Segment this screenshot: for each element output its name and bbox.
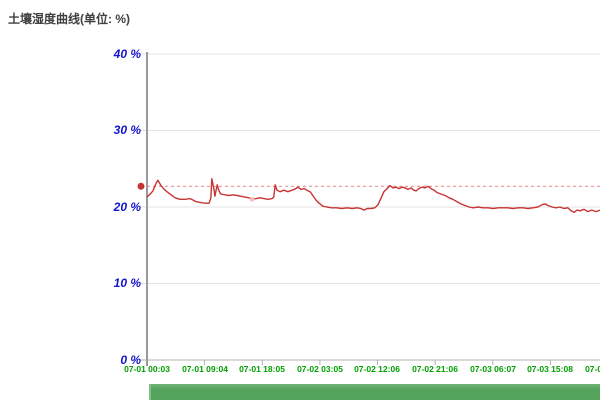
current-value-marker <box>137 182 145 190</box>
data-point-marker <box>249 196 255 202</box>
x-axis-tick-label: 07-01 00:03 <box>124 364 170 374</box>
x-axis-tick-label: 07-03 06:07 <box>470 364 516 374</box>
x-axis-tick-label: 07-01 18:05 <box>239 364 285 374</box>
y-axis-label: 10 % <box>113 276 141 290</box>
y-axis-label: 20 % <box>113 200 141 214</box>
y-axis-label: 0 % <box>120 353 141 367</box>
x-axis-tick-label: 07-04 00:09 <box>585 364 600 374</box>
x-axis-tick-label: 07-02 12:06 <box>354 364 400 374</box>
x-axis-tick-label: 07-01 09:04 <box>182 364 228 374</box>
y-axis-label: 30 % <box>113 123 141 137</box>
x-axis-tick-label: 07-02 03:05 <box>297 364 343 374</box>
series-line <box>146 177 600 214</box>
y-axis-label: 40 % <box>113 47 141 61</box>
chart-title: 土壤湿度曲线(单位: %) <box>8 12 130 26</box>
scrollbar-thumb[interactable] <box>149 384 600 400</box>
x-axis-tick-label: 07-03 15:08 <box>527 364 573 374</box>
x-axis-tick-label: 07-02 21:06 <box>412 364 458 374</box>
